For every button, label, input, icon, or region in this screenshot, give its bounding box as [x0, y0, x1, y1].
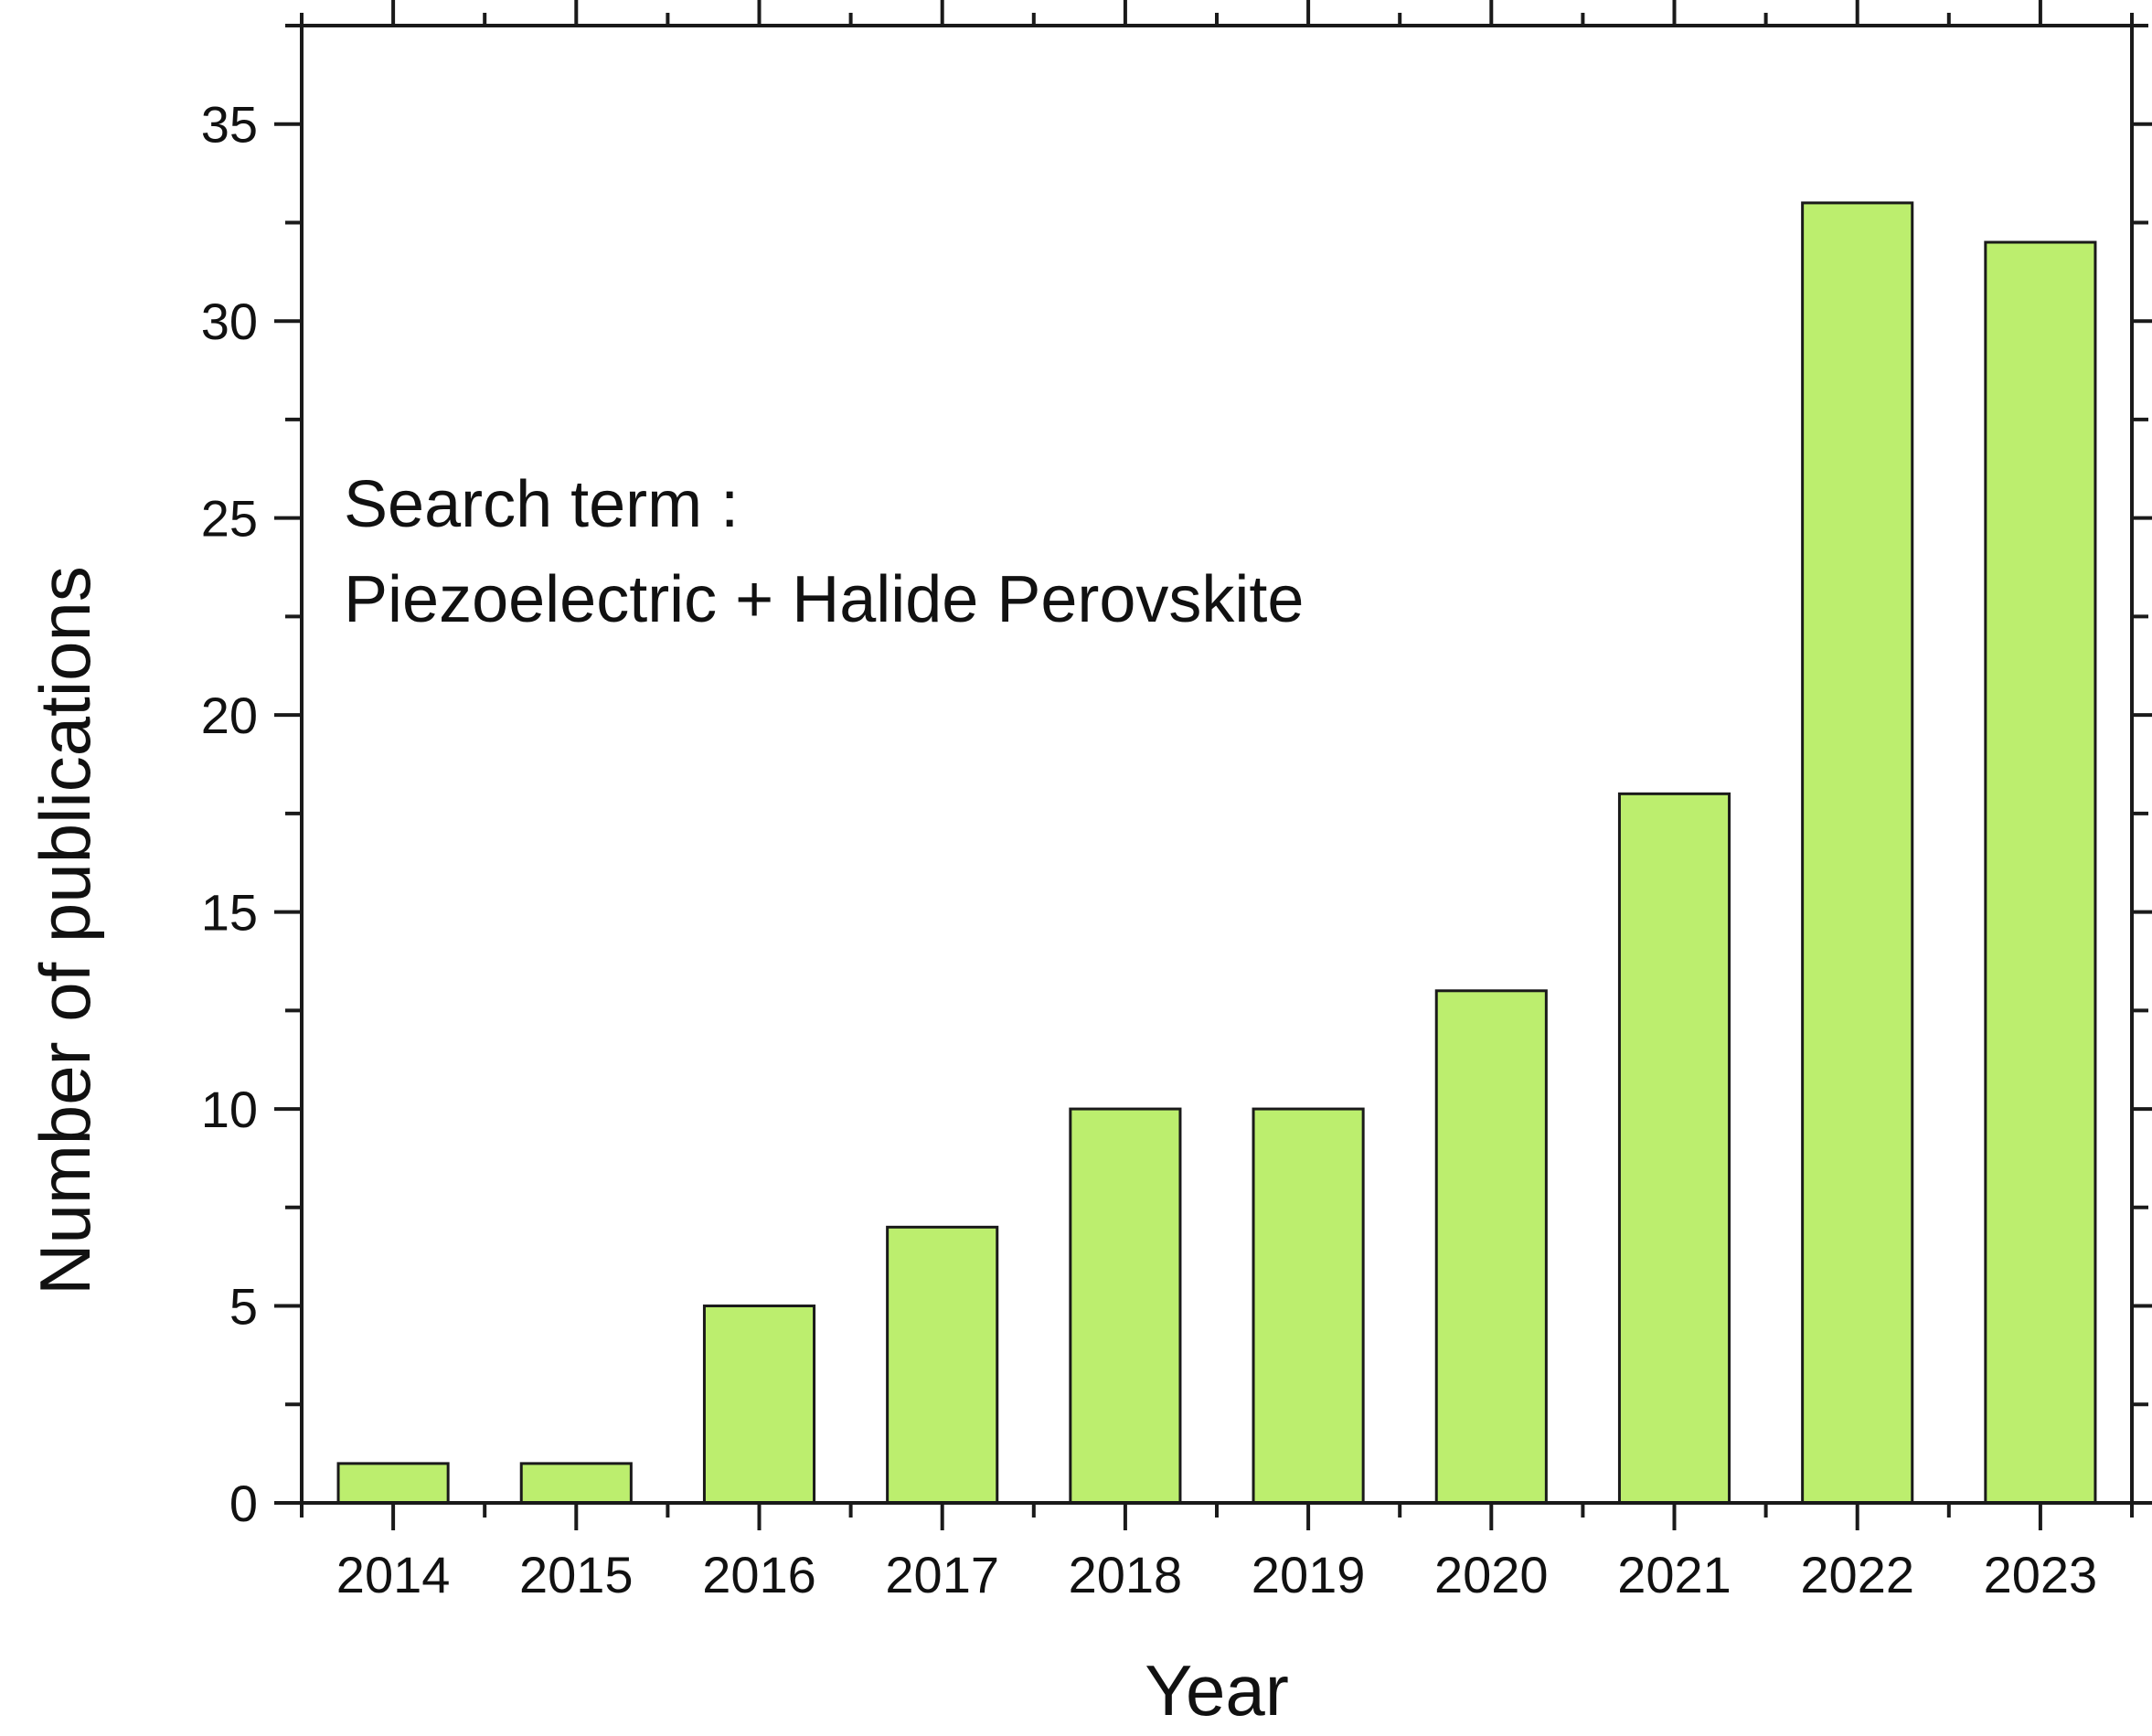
x-tick-label: 2014 — [336, 1546, 451, 1603]
x-tick-label: 2022 — [1800, 1546, 1914, 1603]
y-tick-label: 15 — [201, 884, 258, 942]
annotation-line-1: Search term : — [344, 468, 739, 541]
bar-2015 — [519, 1462, 633, 1505]
x-tick-label: 2016 — [702, 1546, 816, 1603]
x-tick-labels: 2014 2015 2016 2017 2018 2019 2020 2021 2022 2023 — [336, 1546, 2097, 1603]
bars-layer — [336, 201, 2097, 1505]
bar-2022 — [1801, 201, 1914, 1505]
plot-frame — [300, 24, 2134, 1505]
bar-2018 — [1069, 1107, 1182, 1505]
bar-2021 — [1617, 792, 1731, 1505]
y-tick-label: 35 — [201, 96, 258, 154]
y-tick-label: 30 — [201, 293, 258, 350]
bar-2014 — [336, 1462, 450, 1505]
y-axis-title: Number of publications — [25, 566, 105, 1295]
x-tick-label: 2021 — [1617, 1546, 1731, 1603]
y-tick-labels: 0 5 10 15 20 25 30 35 — [201, 96, 258, 1532]
y-tick-label: 20 — [201, 687, 258, 744]
x-tick-label: 2018 — [1069, 1546, 1183, 1603]
y-tick-label: 25 — [201, 490, 258, 548]
y-tick-label: 10 — [201, 1081, 258, 1138]
x-axis-title: Year — [1145, 1650, 1289, 1731]
x-tick-label: 2023 — [1984, 1546, 2098, 1603]
x-tick-label: 2019 — [1252, 1546, 1366, 1603]
bar-2016 — [702, 1305, 816, 1505]
annotation-line-2: Piezoelectric + Halide Perovskite — [344, 563, 1304, 636]
bar-2017 — [886, 1225, 999, 1505]
y-tick-label: 0 — [229, 1475, 258, 1532]
y-tick-label: 5 — [229, 1278, 258, 1336]
bar-2020 — [1434, 989, 1548, 1505]
bar-2023 — [1984, 240, 2097, 1505]
x-tick-label: 2017 — [885, 1546, 999, 1603]
bar-2019 — [1252, 1107, 1365, 1505]
axis-ticks-layer — [274, 0, 2152, 1530]
x-tick-label: 2015 — [519, 1546, 634, 1603]
x-tick-label: 2020 — [1434, 1546, 1549, 1603]
